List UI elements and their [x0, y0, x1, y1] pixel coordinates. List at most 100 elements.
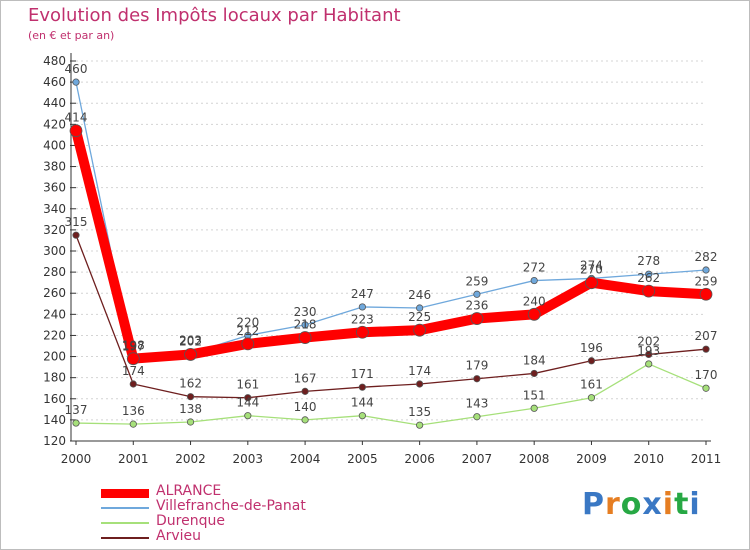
data-point	[186, 393, 195, 401]
data-label: 167	[294, 371, 317, 385]
data-point	[184, 348, 197, 361]
x-tick-label: 2008	[519, 452, 550, 466]
data-label: 225	[408, 310, 431, 324]
data-label: 197	[122, 340, 145, 354]
y-tick-label: 460	[43, 75, 66, 89]
data-point	[642, 284, 656, 298]
series-line-0	[71, 125, 711, 364]
data-label: 151	[523, 388, 546, 402]
data-label: 278	[637, 254, 660, 268]
legend-label: Villefranche-de-Panat	[156, 498, 306, 514]
y-tick-label: 340	[43, 202, 66, 216]
legend-swatch	[101, 488, 149, 498]
data-label: 138	[179, 402, 202, 416]
data-point	[72, 78, 80, 86]
x-tick-label: 2010	[633, 452, 664, 466]
logo-letter: P	[582, 487, 605, 522]
data-label: 174	[408, 364, 431, 378]
data-point	[358, 303, 366, 311]
data-point	[473, 375, 481, 383]
data-point	[244, 412, 252, 420]
data-label: 162	[179, 377, 202, 391]
data-point	[645, 270, 653, 278]
x-tick-label: 2009	[576, 452, 607, 466]
data-label: 174	[122, 364, 145, 378]
data-point	[530, 369, 538, 378]
y-tick-label: 400	[43, 138, 66, 152]
x-tick-label: 2004	[290, 452, 321, 466]
data-point	[186, 418, 195, 426]
data-label: 282	[695, 250, 718, 264]
legend-swatch	[101, 522, 149, 524]
data-label: 236	[465, 299, 488, 313]
y-tick-label: 360	[43, 181, 66, 195]
data-label: 193	[637, 344, 660, 358]
x-tick-label: 2005	[347, 452, 378, 466]
data-label: 196	[580, 341, 603, 355]
y-tick-label: 300	[43, 244, 66, 258]
x-tick-label: 2000	[61, 452, 92, 466]
data-label: 230	[294, 305, 317, 319]
data-label: 207	[695, 329, 718, 343]
legend-label: ALRANCE	[156, 483, 222, 499]
data-label: 144	[236, 396, 259, 410]
data-point	[527, 307, 541, 321]
data-label: 270	[580, 263, 603, 277]
logo-letter: t	[674, 487, 690, 522]
data-point	[241, 337, 255, 351]
data-point	[530, 404, 538, 412]
series-line-3	[75, 234, 707, 399]
data-point	[244, 394, 252, 402]
legend-label: Durenque	[156, 513, 225, 529]
chart-subtitle: (en € et par an)	[28, 29, 115, 42]
data-label: 135	[408, 405, 431, 419]
data-point	[587, 394, 596, 402]
legend-swatch	[101, 507, 149, 509]
y-tick-label: 380	[43, 160, 66, 174]
y-tick-label: 160	[43, 392, 66, 406]
data-label: 414	[65, 111, 88, 125]
data-label: 262	[637, 271, 660, 285]
y-tick-label: 140	[43, 413, 66, 427]
y-tick-label: 480	[43, 54, 66, 68]
data-label: 161	[580, 378, 603, 392]
data-label: 144	[351, 396, 374, 410]
data-label: 137	[65, 403, 88, 417]
data-point	[358, 383, 366, 391]
series-line-1	[75, 81, 707, 361]
data-label: 184	[523, 353, 546, 367]
x-tick-label: 2007	[462, 452, 493, 466]
data-point	[470, 312, 484, 325]
logo-letter: r	[605, 487, 621, 522]
data-label: 198	[122, 339, 145, 353]
data-point	[72, 419, 80, 427]
data-point	[355, 325, 369, 339]
data-point	[301, 321, 309, 329]
data-point	[72, 231, 80, 239]
data-point	[699, 287, 713, 301]
x-tick-label: 2011	[691, 452, 722, 466]
data-point	[645, 360, 653, 368]
data-label: 460	[65, 62, 88, 76]
data-label: 259	[465, 274, 488, 288]
y-tick-label: 260	[43, 286, 66, 300]
data-point	[413, 323, 427, 337]
data-label: 136	[122, 404, 145, 418]
logo-letter: x	[642, 487, 663, 522]
logo-letter: i	[689, 487, 701, 522]
data-label: 171	[351, 367, 374, 381]
data-label: 212	[236, 324, 259, 338]
data-label: 274	[580, 258, 603, 272]
logo-letter: o	[620, 487, 643, 522]
data-point	[473, 413, 481, 421]
data-point	[358, 412, 366, 420]
y-tick-label: 440	[43, 96, 66, 110]
y-tick-label: 180	[43, 371, 66, 385]
data-label: 140	[294, 400, 317, 414]
data-point	[301, 416, 309, 424]
y-tick-label: 200	[43, 350, 66, 364]
y-tick-label: 220	[43, 328, 66, 342]
logo-letter: i	[662, 487, 675, 522]
y-tick-label: 280	[43, 265, 66, 279]
